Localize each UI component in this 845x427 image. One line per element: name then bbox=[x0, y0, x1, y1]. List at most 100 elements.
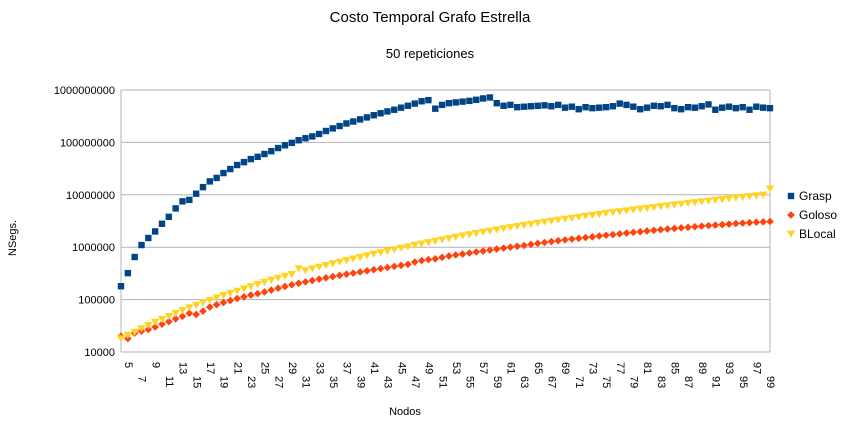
data-point bbox=[758, 191, 768, 199]
data-point bbox=[451, 233, 460, 241]
data-point bbox=[623, 101, 630, 109]
data-point bbox=[725, 220, 733, 228]
data-point bbox=[253, 281, 262, 289]
data-point bbox=[212, 294, 221, 302]
data-point bbox=[226, 289, 235, 298]
data-point bbox=[520, 241, 528, 250]
data-point bbox=[377, 110, 384, 117]
data-point bbox=[417, 240, 426, 248]
data-point bbox=[178, 312, 187, 321]
x-tick-label: 67 bbox=[546, 376, 558, 388]
data-point bbox=[589, 104, 596, 112]
legend: Grasp Goloso BLocal bbox=[786, 189, 837, 241]
data-point bbox=[376, 249, 385, 257]
data-point bbox=[138, 241, 145, 249]
data-point bbox=[349, 269, 358, 277]
x-tick-label: 77 bbox=[614, 362, 626, 374]
x-tick-label: 35 bbox=[327, 376, 339, 388]
data-point bbox=[560, 215, 570, 223]
series-grasp bbox=[117, 94, 774, 290]
x-tick-label: 53 bbox=[450, 362, 462, 374]
data-point bbox=[287, 270, 296, 279]
data-point bbox=[554, 236, 563, 245]
legend-marker-blocal bbox=[786, 230, 796, 238]
data-point bbox=[731, 194, 741, 202]
data-point bbox=[609, 230, 617, 239]
data-point bbox=[158, 320, 166, 328]
data-point bbox=[738, 219, 747, 227]
data-point bbox=[335, 258, 344, 266]
data-point bbox=[724, 195, 734, 203]
data-point bbox=[561, 236, 569, 244]
data-point bbox=[485, 227, 495, 235]
series-layer bbox=[116, 94, 775, 343]
data-point bbox=[227, 165, 234, 173]
data-point bbox=[466, 97, 473, 105]
data-point bbox=[766, 104, 774, 112]
data-point bbox=[630, 103, 637, 110]
data-point bbox=[281, 142, 289, 149]
data-point bbox=[534, 102, 541, 109]
data-point bbox=[479, 95, 487, 102]
data-point bbox=[247, 155, 254, 163]
data-point bbox=[212, 300, 221, 309]
data-point bbox=[171, 315, 180, 323]
chart-subtitle: 50 repeticiones bbox=[386, 46, 475, 61]
data-point bbox=[451, 251, 460, 259]
data-point bbox=[391, 106, 398, 113]
x-tick-label: 85 bbox=[669, 362, 681, 374]
data-point bbox=[260, 278, 269, 287]
data-point bbox=[328, 272, 337, 281]
data-point bbox=[766, 217, 774, 226]
y-tick-label: 1000000000 bbox=[54, 85, 115, 97]
data-point bbox=[690, 199, 700, 207]
data-point bbox=[329, 125, 336, 132]
x-tick-label: 61 bbox=[505, 362, 517, 374]
data-point bbox=[356, 116, 364, 123]
x-tick-label: 23 bbox=[245, 376, 257, 388]
data-point bbox=[240, 293, 248, 301]
data-point bbox=[239, 285, 249, 293]
x-tick-label: 27 bbox=[272, 376, 284, 388]
data-point bbox=[390, 262, 399, 271]
data-point bbox=[328, 260, 337, 268]
data-point bbox=[663, 202, 672, 210]
data-point bbox=[172, 205, 179, 212]
data-point bbox=[411, 100, 418, 107]
data-point bbox=[472, 248, 481, 256]
data-point bbox=[601, 210, 611, 218]
y-tick-label: 10000000 bbox=[66, 190, 115, 202]
data-point bbox=[676, 200, 686, 208]
data-point bbox=[192, 310, 200, 319]
data-point bbox=[145, 234, 152, 242]
data-point bbox=[472, 229, 481, 238]
data-point bbox=[444, 235, 454, 243]
data-point bbox=[295, 137, 302, 144]
data-point bbox=[268, 147, 275, 155]
x-tick-label: 81 bbox=[641, 362, 653, 374]
data-point bbox=[568, 103, 576, 110]
data-point bbox=[288, 139, 295, 147]
x-tick-label: 19 bbox=[218, 376, 230, 388]
data-point bbox=[431, 255, 440, 263]
data-point bbox=[191, 301, 201, 310]
data-point bbox=[642, 204, 652, 212]
y-tick-label: 100000 bbox=[78, 295, 115, 307]
data-point bbox=[186, 196, 193, 204]
data-point bbox=[192, 190, 200, 197]
data-point bbox=[650, 102, 658, 109]
data-point bbox=[691, 222, 699, 231]
x-tick-label: 99 bbox=[764, 376, 776, 388]
data-point bbox=[568, 235, 576, 243]
data-point bbox=[267, 276, 276, 284]
data-point bbox=[595, 210, 604, 219]
data-point bbox=[302, 135, 309, 142]
data-point bbox=[478, 228, 488, 236]
x-tick-label: 49 bbox=[423, 362, 435, 374]
x-tick-label: 51 bbox=[436, 376, 448, 388]
data-point bbox=[738, 193, 747, 201]
data-point bbox=[315, 130, 323, 138]
data-point bbox=[663, 225, 672, 233]
data-point bbox=[261, 150, 268, 158]
data-point bbox=[643, 227, 651, 235]
